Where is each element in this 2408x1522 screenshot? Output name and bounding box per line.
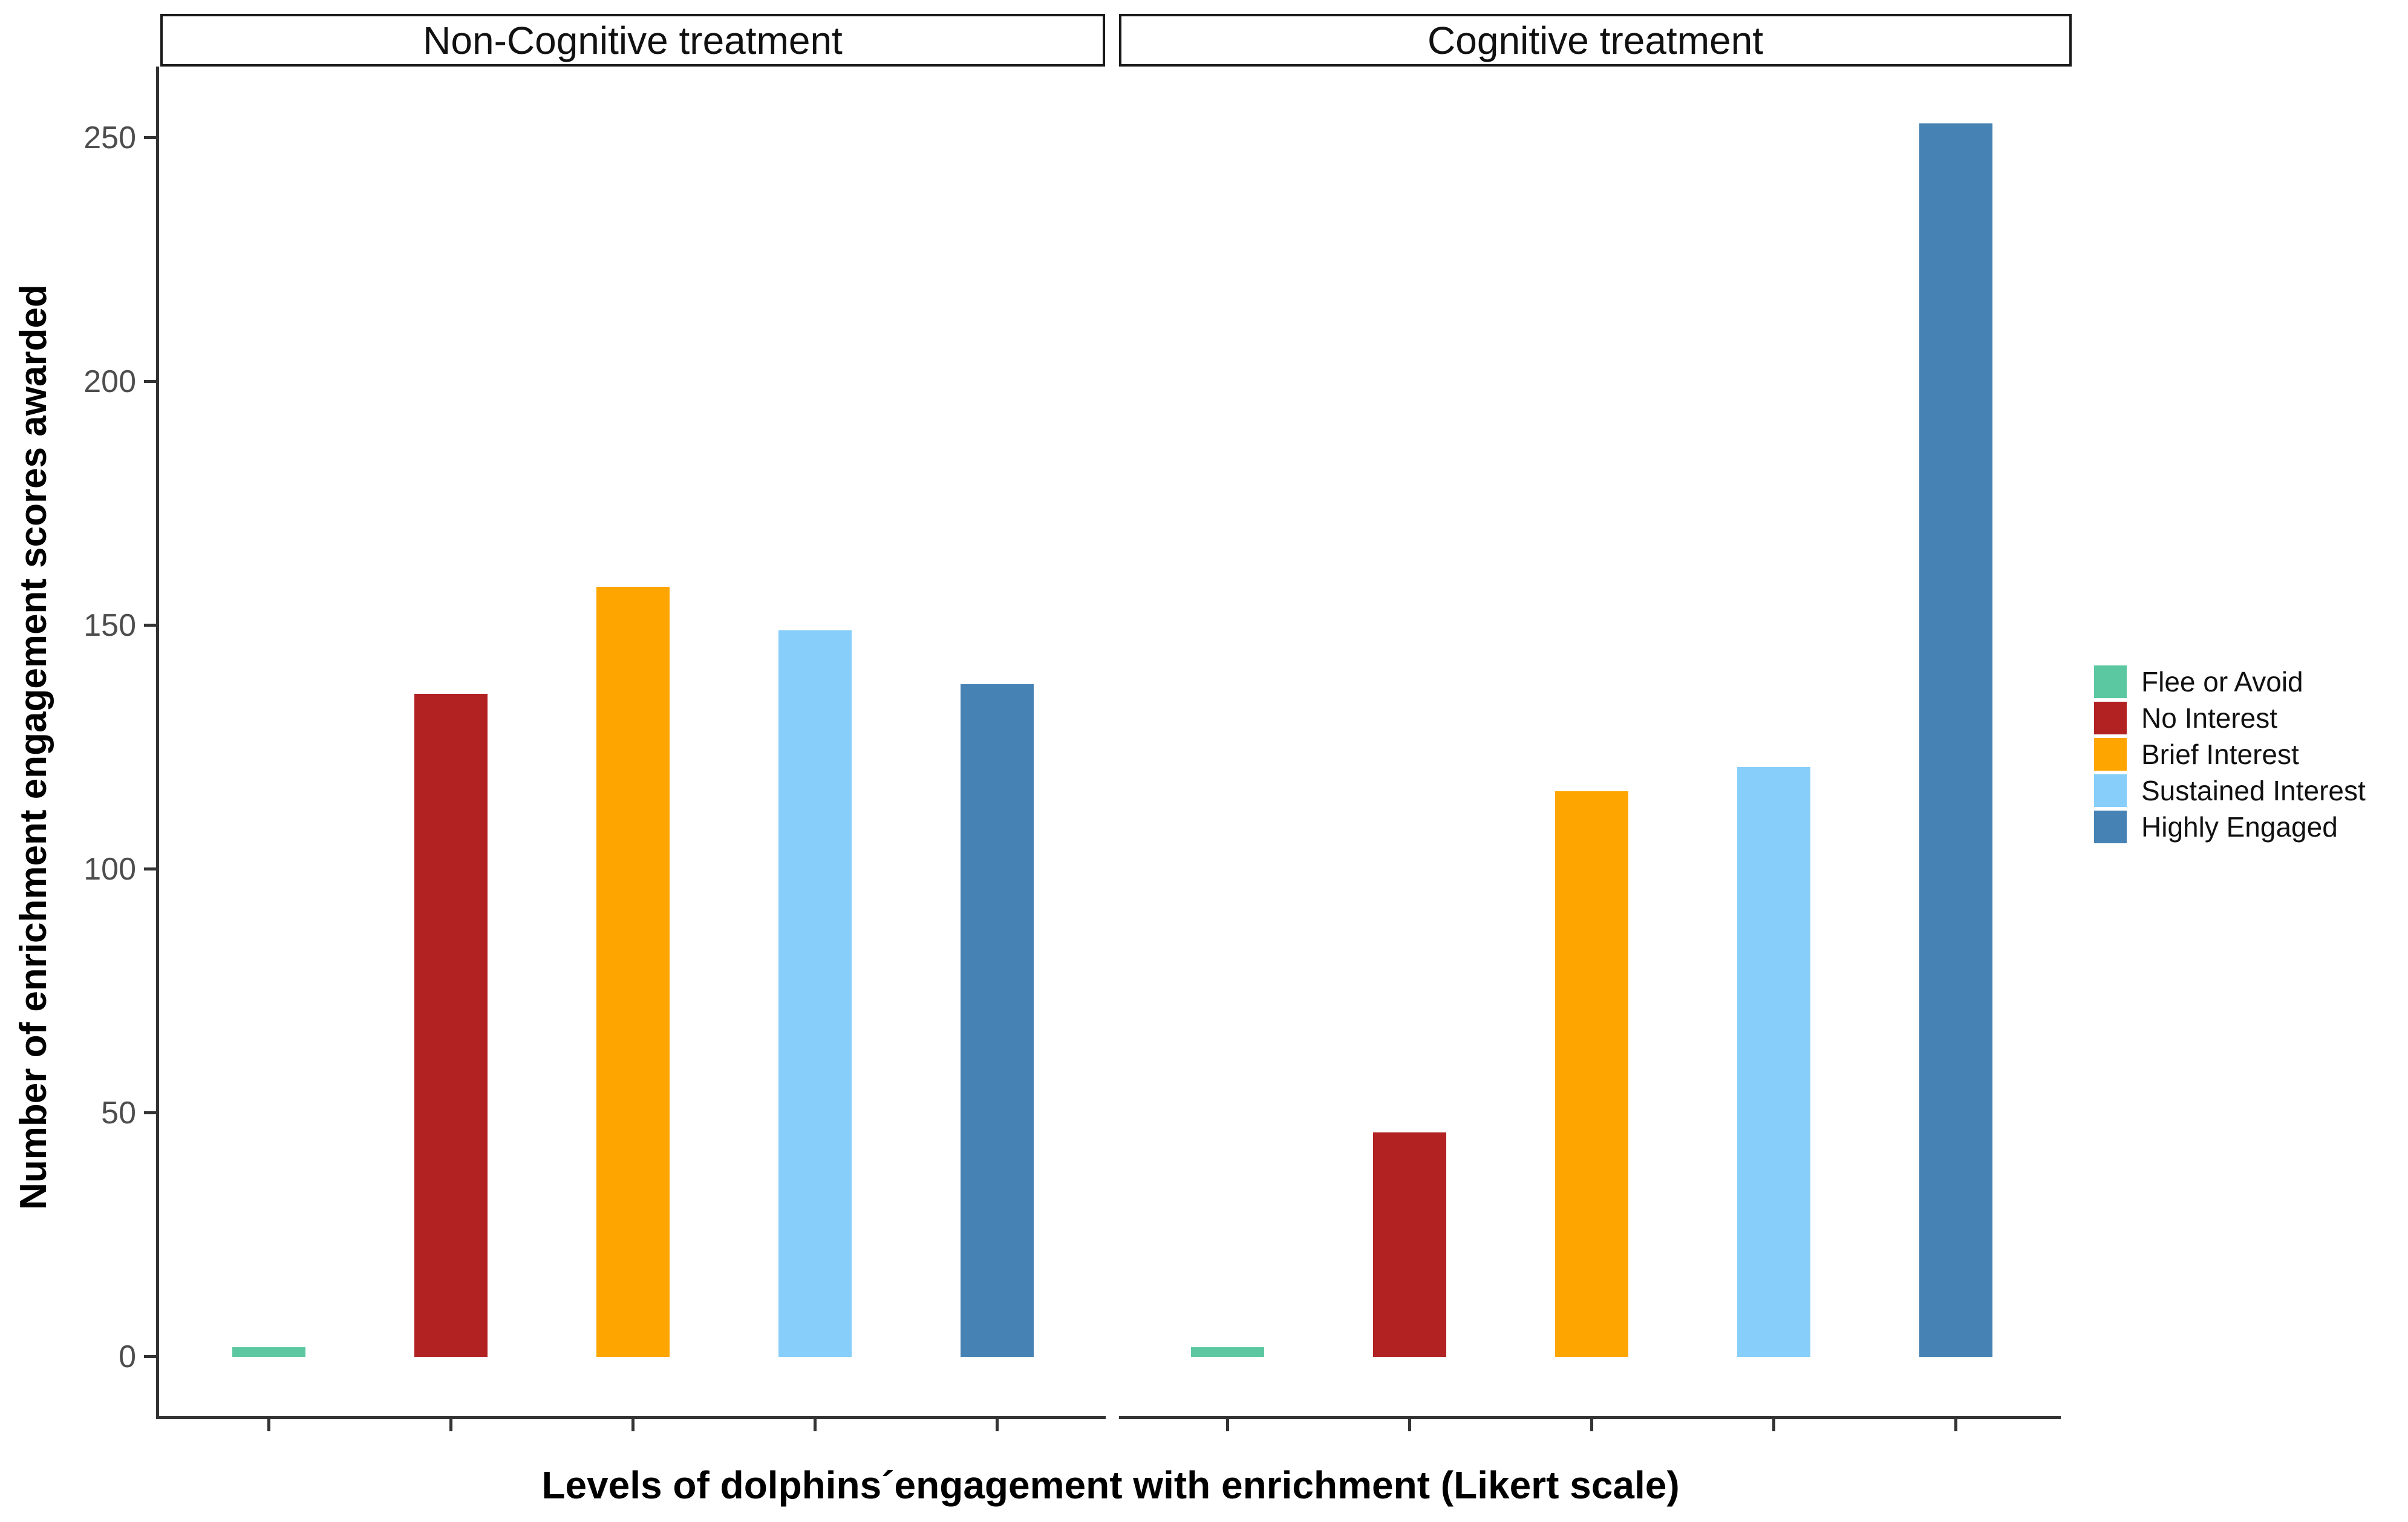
legend-label-brief-interest: Brief Interest <box>2141 739 2299 770</box>
y-axis-title: Number of enrichment engagement scores a… <box>13 284 54 1210</box>
bar-cognitive-treatment-highly-engaged <box>1919 123 1992 1357</box>
y-tick-label-100: 100 <box>83 852 136 887</box>
legend-swatch-brief-interest <box>2094 738 2127 771</box>
y-tick-0 <box>144 1355 156 1358</box>
legend-label-sustained-interest: Sustained Interest <box>2141 775 2366 806</box>
y-tick-150 <box>144 624 156 627</box>
legend-label-no-interest: No Interest <box>2141 702 2277 734</box>
y-axis-line <box>156 67 159 1419</box>
x-axis-line-left-panel <box>156 1416 1106 1419</box>
y-tick-50 <box>144 1111 156 1114</box>
legend-swatch-flee-or-avoid <box>2094 665 2127 698</box>
bar-cognitive-treatment-no-interest <box>1372 1132 1446 1357</box>
y-tick-250 <box>144 136 156 139</box>
bar-cognitive-treatment-flee-or-avoid <box>1190 1347 1264 1357</box>
y-tick-200 <box>144 380 156 383</box>
x-tick-cognitive-treatment-sustained-interest <box>1772 1419 1775 1431</box>
bar-non-cognitive-treatment-flee-or-avoid <box>232 1347 305 1357</box>
x-tick-cognitive-treatment-highly-engaged <box>1954 1419 1957 1431</box>
x-tick-cognitive-treatment-no-interest <box>1408 1419 1411 1431</box>
x-axis-line-right-panel <box>1119 1416 2061 1419</box>
bar-cognitive-treatment-sustained-interest <box>1737 766 1810 1357</box>
x-tick-non-cognitive-treatment-no-interest <box>449 1419 452 1431</box>
y-tick-label-150: 150 <box>83 608 136 643</box>
y-tick-label-0: 0 <box>119 1339 136 1374</box>
bar-non-cognitive-treatment-brief-interest <box>596 586 670 1357</box>
legend: Flee or Avoid No Interest Brief Interest Su… <box>2094 665 2366 843</box>
bar-non-cognitive-treatment-highly-engaged <box>960 684 1034 1357</box>
bar-cognitive-treatment-brief-interest <box>1555 791 1628 1357</box>
legend-swatch-sustained-interest <box>2094 774 2127 807</box>
y-tick-label-50: 50 <box>101 1096 136 1131</box>
y-tick-label-200: 200 <box>83 364 136 399</box>
y-tick-label-250: 250 <box>83 120 136 155</box>
legend-item-sustained-interest: Sustained Interest <box>2094 774 2366 807</box>
legend-item-highly-engaged: Highly Engaged <box>2094 811 2366 843</box>
bar-non-cognitive-treatment-no-interest <box>414 693 488 1357</box>
legend-item-brief-interest: Brief Interest <box>2094 738 2366 771</box>
legend-label-highly-engaged: Highly Engaged <box>2141 811 2338 843</box>
legend-swatch-highly-engaged <box>2094 811 2127 843</box>
facet-strip-label-non-cognitive: Non-Cognitive treatment <box>423 18 843 62</box>
x-tick-non-cognitive-treatment-brief-interest <box>631 1419 635 1431</box>
x-tick-cognitive-treatment-brief-interest <box>1590 1419 1593 1431</box>
legend-item-flee-or-avoid: Flee or Avoid <box>2094 665 2366 698</box>
facet-strip-cognitive: Cognitive treatment <box>1119 14 2072 67</box>
facet-strip-label-cognitive: Cognitive treatment <box>1428 18 1763 62</box>
x-tick-non-cognitive-treatment-highly-engaged <box>996 1419 999 1431</box>
legend-label-flee-or-avoid: Flee or Avoid <box>2141 666 2303 697</box>
facet-strip-non-cognitive: Non-Cognitive treatment <box>160 14 1105 67</box>
x-tick-non-cognitive-treatment-flee-or-avoid <box>267 1419 270 1431</box>
legend-swatch-no-interest <box>2094 702 2127 734</box>
x-tick-cognitive-treatment-flee-or-avoid <box>1226 1419 1229 1431</box>
x-tick-non-cognitive-treatment-sustained-interest <box>814 1419 817 1431</box>
x-axis-title: Levels of dolphins´engagement with enric… <box>541 1463 1680 1507</box>
legend-item-no-interest: No Interest <box>2094 702 2366 734</box>
bar-non-cognitive-treatment-sustained-interest <box>778 630 852 1357</box>
y-tick-100 <box>144 867 156 870</box>
